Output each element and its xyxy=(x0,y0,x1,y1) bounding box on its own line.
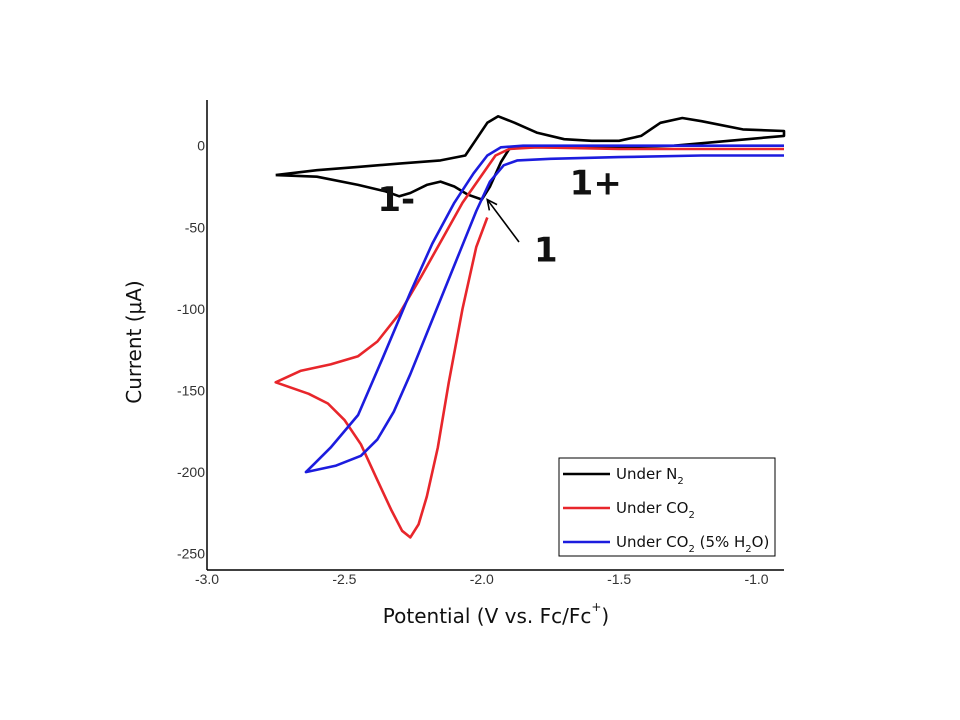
legend-label-main: Under N xyxy=(616,465,677,483)
y-tick-label: -250 xyxy=(177,546,205,562)
annotation-label: 1+ xyxy=(570,164,622,204)
x-axis-title-superscript: + xyxy=(591,600,601,614)
legend-label-subscript: 2 xyxy=(688,544,694,555)
y-tick-label: 0 xyxy=(197,138,205,154)
x-axis-title-close: ) xyxy=(601,604,609,628)
y-axis-title: Current (μA) xyxy=(122,280,146,404)
legend-label: Under CO2 (5% H2O) xyxy=(616,533,769,555)
x-tick-label: -1.5 xyxy=(607,571,631,587)
series-line-2 xyxy=(274,146,784,539)
annotation-arrow-line xyxy=(486,199,520,243)
x-tick-label: -3.0 xyxy=(195,571,219,587)
legend-label: Under CO2 xyxy=(616,499,695,521)
legend-label-suffix: (5% H xyxy=(695,533,745,551)
y-tick-label: -50 xyxy=(185,219,205,235)
x-axis-title: Potential (V vs. Fc/Fc+) xyxy=(383,600,609,628)
legend-label-main: Under CO xyxy=(616,499,688,517)
annotations: 1- 1+ 1 xyxy=(377,164,621,271)
series-line-3 xyxy=(304,144,784,474)
annotation-label: 1 xyxy=(534,231,558,271)
series-line-1 xyxy=(275,115,786,201)
annotation-label: 1- xyxy=(377,180,415,220)
y-tick-label: -200 xyxy=(177,464,205,480)
x-tick-label: -1.0 xyxy=(744,571,768,587)
legend-label-subscript: 2 xyxy=(688,510,694,521)
x-tick-label: -2.0 xyxy=(470,571,494,587)
y-tick-labels: 0 -50 -100 -150 -200 -250 xyxy=(177,138,205,562)
plot-area: -3.0 -2.5 -2.0 -1.5 -1.0 0 -50 -100 -150 -200 -25… xyxy=(177,100,786,587)
x-tick-labels: -3.0 -2.5 -2.0 -1.5 -1.0 xyxy=(195,571,769,587)
legend-label-suffix: O) xyxy=(752,533,770,551)
x-axis-title-main: Potential (V vs. Fc/Fc xyxy=(383,604,592,628)
legend-label-subscript: 2 xyxy=(745,544,751,555)
legend-label-main: Under CO xyxy=(616,533,688,551)
annotation-arrow-head xyxy=(486,198,498,211)
x-tick-label: -2.5 xyxy=(332,571,356,587)
series-layer xyxy=(274,115,786,539)
y-tick-label: -150 xyxy=(177,382,205,398)
legend-label-subscript: 2 xyxy=(677,476,683,487)
y-tick-label: -100 xyxy=(177,301,205,317)
legend-label: Under N2 xyxy=(616,465,684,487)
